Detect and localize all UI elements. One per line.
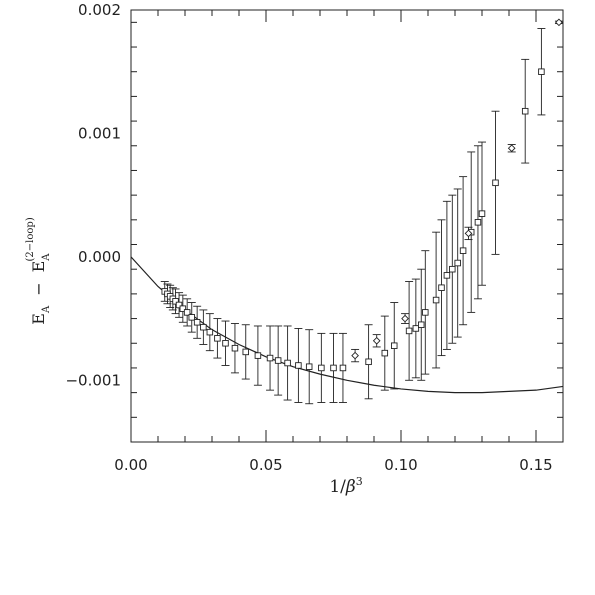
square-marker [443, 272, 451, 279]
square-marker [454, 259, 461, 267]
square-marker [200, 323, 207, 331]
tick-labels: 0.00 0.05 0.10 0.15 −0.001 0.000 0.001 0.002 [65, 1, 552, 474]
diamond-marker [464, 229, 473, 238]
axis-ticks [130, 10, 564, 443]
x-tick-label: 0.10 [384, 456, 417, 474]
square-marker [339, 364, 347, 372]
diamond-marker [555, 18, 563, 27]
square-marker [405, 327, 413, 335]
square-marker [295, 362, 302, 369]
square-marker [172, 298, 179, 305]
square-marker [206, 328, 214, 336]
square-marker [318, 364, 325, 372]
x-tick-label: 0.15 [519, 456, 552, 474]
square-marker [438, 284, 445, 291]
square-marker [492, 179, 499, 187]
y-axis-label: EA−EA(2−loop) [25, 217, 52, 325]
diamond-marker [507, 144, 516, 153]
x-axis-label: 1/β3 [329, 475, 362, 497]
square-marker [330, 364, 337, 372]
square-marker [214, 335, 221, 342]
square-marker [266, 354, 274, 362]
diamond-marker [351, 351, 359, 360]
square-marker [222, 340, 229, 347]
y-tick-label: 0.001 [78, 124, 121, 142]
square-marker [538, 68, 545, 75]
square-marker [175, 301, 183, 309]
square-marker [412, 325, 420, 332]
x-tick-label: 0.00 [114, 456, 147, 474]
error-bars-layer [160, 20, 563, 405]
square-marker [418, 321, 425, 328]
diamond-marker [401, 314, 409, 323]
square-marker [242, 348, 249, 356]
square-marker [474, 219, 482, 226]
square-marker [193, 319, 201, 326]
plot-frame [130, 9, 564, 443]
square-marker [231, 344, 239, 352]
y-tick-label: 0.000 [78, 248, 121, 266]
square-marker [381, 349, 389, 357]
markers-layer [161, 18, 563, 372]
x-tick-label: 0.05 [249, 456, 282, 474]
square-marker [188, 314, 195, 321]
plot-border [130, 9, 564, 443]
square-marker [254, 352, 262, 359]
square-marker [449, 265, 456, 273]
square-marker [521, 107, 529, 115]
square-marker [305, 363, 313, 370]
square-marker [422, 309, 429, 316]
square-marker [365, 358, 372, 366]
y-tick-label: −0.001 [65, 371, 121, 389]
square-marker [179, 305, 187, 312]
y-tick-label: 0.002 [78, 1, 121, 19]
square-marker [183, 309, 191, 316]
square-marker [478, 210, 486, 217]
square-marker [432, 296, 440, 304]
square-marker [274, 357, 282, 364]
square-marker [284, 359, 291, 367]
diamond-marker [372, 336, 381, 345]
square-marker [391, 342, 398, 349]
square-marker [459, 247, 467, 254]
